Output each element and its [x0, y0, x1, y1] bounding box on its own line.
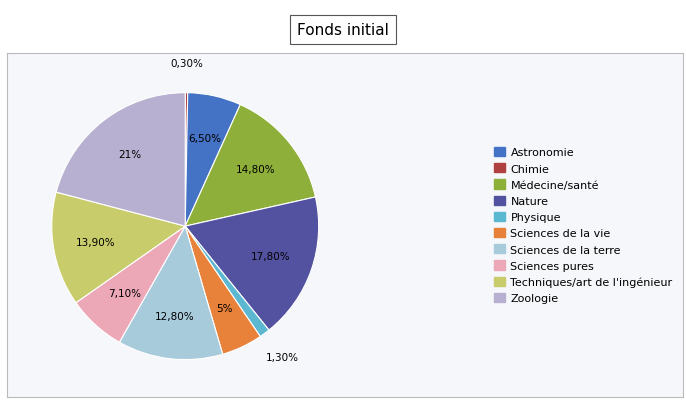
- Wedge shape: [185, 227, 260, 354]
- Wedge shape: [76, 227, 185, 342]
- Text: 14,80%: 14,80%: [236, 164, 275, 174]
- Text: Fonds initial: Fonds initial: [297, 22, 389, 38]
- Wedge shape: [185, 197, 319, 330]
- Text: 0,30%: 0,30%: [170, 59, 203, 69]
- Wedge shape: [51, 192, 185, 303]
- Text: 17,80%: 17,80%: [251, 251, 291, 261]
- Text: 7,10%: 7,10%: [108, 289, 141, 298]
- Wedge shape: [185, 93, 188, 227]
- Text: 6,50%: 6,50%: [189, 133, 222, 143]
- Text: 21%: 21%: [118, 150, 141, 160]
- Wedge shape: [185, 93, 240, 227]
- Text: 13,90%: 13,90%: [76, 237, 116, 247]
- Legend: Astronomie, Chimie, Médecine/santé, Nature, Physique, Sciences de la vie, Scienc: Astronomie, Chimie, Médecine/santé, Natu…: [489, 143, 677, 308]
- Wedge shape: [119, 227, 223, 360]
- Text: 12,80%: 12,80%: [155, 312, 195, 322]
- Wedge shape: [56, 93, 185, 227]
- Wedge shape: [185, 105, 316, 227]
- Text: 5%: 5%: [215, 304, 232, 314]
- Wedge shape: [185, 227, 269, 337]
- Text: 1,30%: 1,30%: [265, 352, 298, 362]
